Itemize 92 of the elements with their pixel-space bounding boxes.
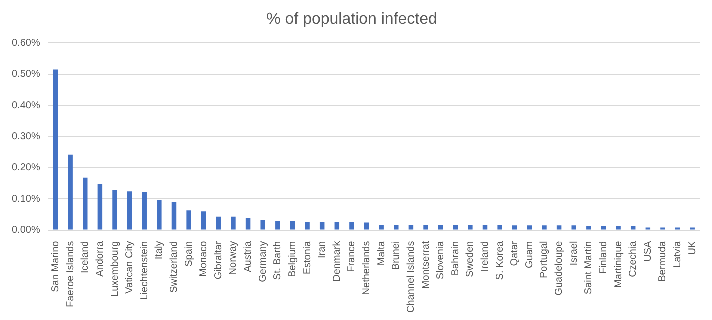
bar xyxy=(453,224,458,230)
x-tick-label: Norway xyxy=(228,241,240,276)
x-tick-label: Martinique xyxy=(613,240,624,288)
x-tick-label: Portugal xyxy=(539,241,550,279)
bar xyxy=(290,221,296,230)
x-tick-label: Guadeloupe xyxy=(554,240,566,296)
x-tick-label: Montserrat xyxy=(420,241,432,290)
x-tick-label: Spain xyxy=(184,241,195,267)
bar xyxy=(112,190,118,230)
bar xyxy=(260,220,266,230)
y-tick-label: 0.00% xyxy=(12,225,40,236)
x-tick-label: Andorra xyxy=(94,240,106,277)
bar xyxy=(482,224,488,230)
x-tick-label: Bermuda xyxy=(658,240,669,282)
bar xyxy=(201,212,206,230)
x-tick-label: Latvia xyxy=(672,240,684,268)
bar xyxy=(468,224,473,230)
bar xyxy=(142,192,147,230)
bar xyxy=(320,222,325,230)
bar xyxy=(334,222,340,230)
bar xyxy=(98,184,103,230)
bar xyxy=(556,226,562,230)
y-tick-label: 0.50% xyxy=(12,69,40,80)
bar xyxy=(616,226,621,230)
x-tick-label: UK xyxy=(687,240,698,256)
bar xyxy=(364,222,370,230)
bar xyxy=(83,178,88,230)
x-tick-label: Estonia xyxy=(302,240,314,275)
x-tick-label: Guam xyxy=(524,241,536,269)
x-tick-label: Slovenia xyxy=(436,240,447,280)
bar xyxy=(394,224,399,230)
x-tick-label: S. Korea xyxy=(494,240,506,280)
bar xyxy=(527,226,532,230)
bar xyxy=(408,224,414,230)
bar xyxy=(572,226,576,230)
x-tick-label: Saint Martin xyxy=(584,241,595,295)
bar xyxy=(379,224,384,230)
x-tick-label: Switzerland xyxy=(168,241,180,293)
x-tick-label: San Marino xyxy=(50,240,62,292)
bar xyxy=(216,216,222,230)
y-tick-label: 0.30% xyxy=(12,131,40,142)
x-tick-label: Bahrain xyxy=(450,241,462,276)
x-tick-label: Ireland xyxy=(480,241,492,272)
bar xyxy=(586,226,592,230)
x-tick-label: Vatican City xyxy=(124,241,136,294)
x-tick-label: Faeroe Islands xyxy=(65,241,76,308)
bar xyxy=(127,192,132,230)
x-tick-label: Czechia xyxy=(628,240,640,278)
x-tick-label: Belgium xyxy=(287,241,298,278)
bar xyxy=(172,202,177,230)
y-tick-label: 0.60% xyxy=(12,38,40,49)
bar xyxy=(68,154,73,230)
bar xyxy=(157,200,162,230)
bar xyxy=(498,224,502,230)
x-tick-label: Liechtenstein xyxy=(139,241,150,300)
x-tick-label: Malta xyxy=(376,240,388,266)
bar xyxy=(601,226,606,230)
chart-title: % of population infected xyxy=(266,11,438,28)
x-tick-label: St. Barth xyxy=(272,241,284,280)
x-tick-label: Monaco xyxy=(198,240,210,277)
bar xyxy=(350,222,354,230)
x-tick-label: Denmark xyxy=(332,240,343,282)
x-tick-label: USA xyxy=(642,240,654,262)
x-tick-label: Iran xyxy=(317,241,328,259)
bar xyxy=(512,226,518,230)
x-tick-label: Italy xyxy=(154,241,166,260)
y-tick-label: 0.20% xyxy=(12,162,40,174)
bar xyxy=(424,224,428,230)
bar xyxy=(276,221,280,230)
bar xyxy=(305,222,310,230)
x-tick-label: Luxembourg xyxy=(110,241,121,297)
x-tick-label: Sweden xyxy=(465,241,476,278)
x-tick-label: Channel Islands xyxy=(406,241,417,314)
x-tick-label: Iceland xyxy=(80,241,92,274)
x-tick-label: Qatar xyxy=(510,240,521,266)
bar xyxy=(53,70,58,230)
x-tick-label: Israel xyxy=(568,241,580,266)
x-tick-label: Brunei xyxy=(391,241,402,270)
y-tick-label: 0.40% xyxy=(12,100,40,112)
bar xyxy=(630,226,636,230)
x-tick-label: Gibraltar xyxy=(213,240,224,280)
y-tick-label: 0.10% xyxy=(12,194,40,205)
x-tick-label: France xyxy=(346,240,358,272)
x-tick-label: Germany xyxy=(258,241,269,282)
bar xyxy=(438,224,444,230)
bar xyxy=(231,216,236,230)
bar xyxy=(246,218,251,230)
bar xyxy=(542,226,547,230)
x-tick-label: Austria xyxy=(243,240,254,272)
x-tick-label: Finland xyxy=(598,241,610,274)
bar xyxy=(186,210,192,230)
x-tick-label: Netherlands xyxy=(362,241,373,296)
